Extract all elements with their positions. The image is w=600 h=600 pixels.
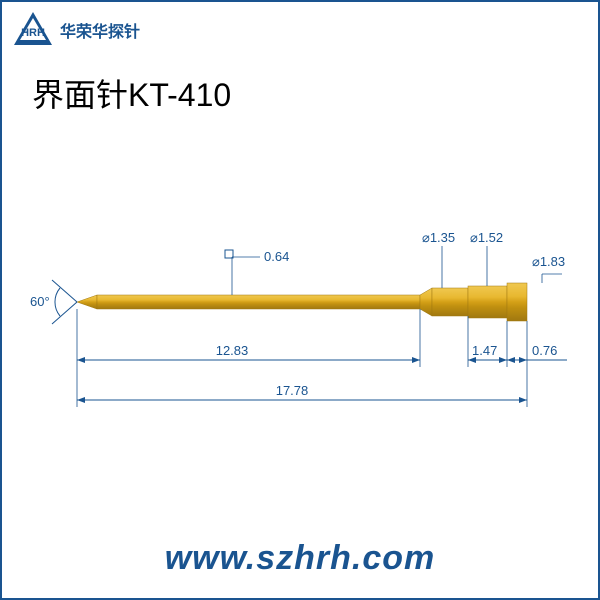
tip-angle-label: 60° bbox=[30, 294, 50, 309]
svg-text:⌀1.83: ⌀1.83 bbox=[532, 254, 565, 269]
svg-text:0.76: 0.76 bbox=[532, 343, 557, 358]
d2-dim: ⌀1.52 bbox=[470, 230, 503, 286]
d3-dim: ⌀1.83 bbox=[532, 254, 565, 283]
len-total-dim: 17.78 bbox=[77, 383, 527, 400]
d1-dim: ⌀1.35 bbox=[422, 230, 455, 288]
brand-logo: HRH 华荣华探针 bbox=[10, 10, 140, 50]
svg-text:⌀1.52: ⌀1.52 bbox=[470, 230, 503, 245]
product-title: 界面针KT-410 bbox=[32, 70, 231, 116]
len-end-dim: 0.76 bbox=[507, 343, 567, 360]
shaft-diameter-label: 0.64 bbox=[264, 249, 289, 264]
len-mid-dim: 1.47 bbox=[468, 343, 507, 360]
svg-text:17.78: 17.78 bbox=[276, 383, 309, 398]
logo-text: HRH bbox=[21, 27, 45, 39]
svg-text:⌀1.35: ⌀1.35 bbox=[422, 230, 455, 245]
svg-text:1.47: 1.47 bbox=[472, 343, 497, 358]
probe-diagram: 60° 0.64 ⌀1.35 ⌀1.52 ⌀1.83 12.83 1.47 bbox=[22, 202, 582, 442]
svg-text:12.83: 12.83 bbox=[216, 343, 249, 358]
logo-subtext: 华荣华探针 bbox=[60, 18, 140, 42]
tip-angle-dim: 60° bbox=[30, 280, 77, 324]
len-shaft-dim: 12.83 bbox=[77, 343, 420, 360]
website-url: www.szhrh.com bbox=[2, 539, 598, 578]
shaft-diameter-dim: 0.64 bbox=[225, 249, 289, 295]
logo-triangle-icon: HRH bbox=[10, 10, 56, 50]
